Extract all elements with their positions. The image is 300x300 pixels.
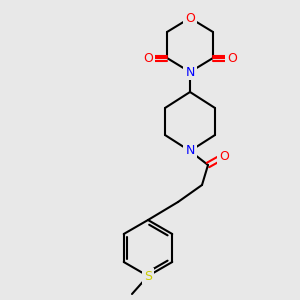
Text: O: O xyxy=(219,149,229,163)
Text: S: S xyxy=(144,269,152,283)
Text: O: O xyxy=(143,52,153,64)
Text: N: N xyxy=(185,65,195,79)
Text: O: O xyxy=(185,11,195,25)
Text: O: O xyxy=(227,52,237,64)
Text: N: N xyxy=(185,145,195,158)
